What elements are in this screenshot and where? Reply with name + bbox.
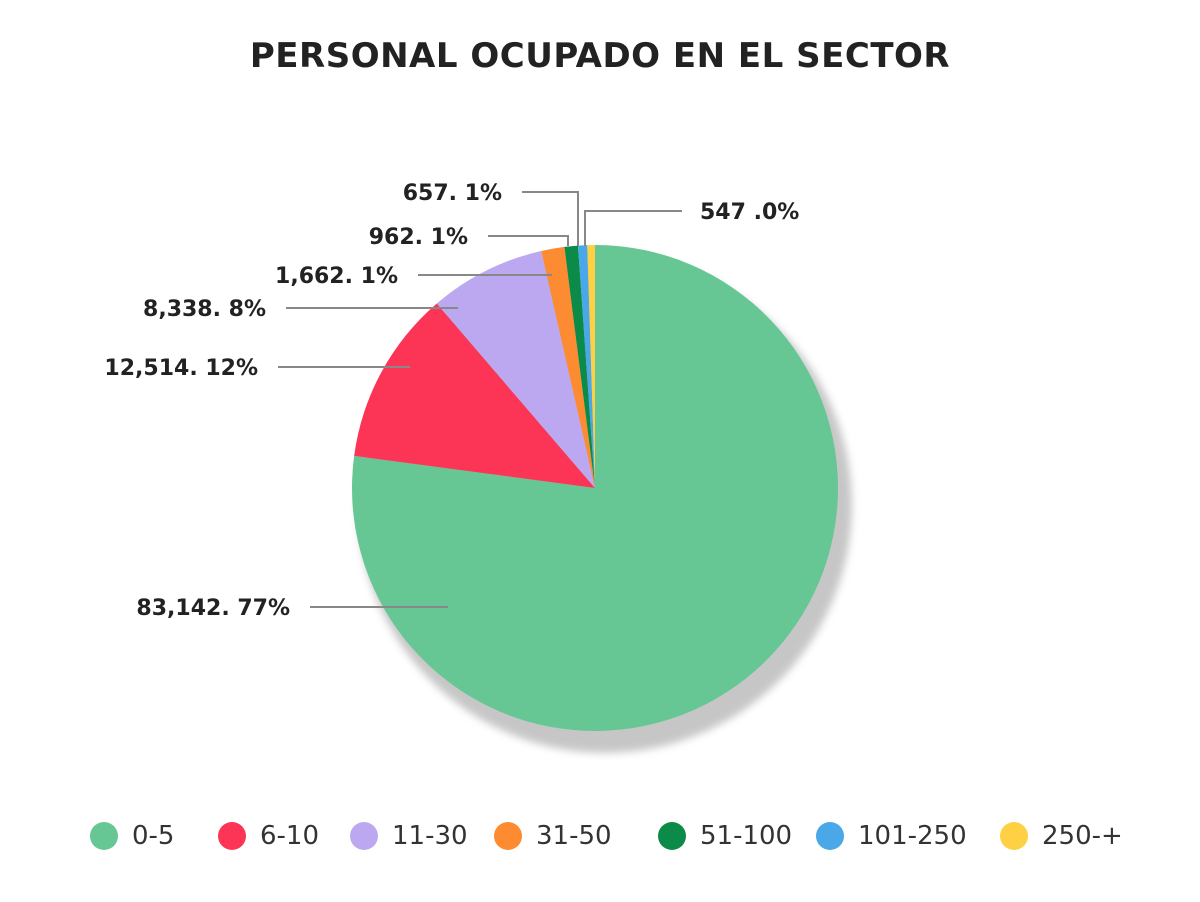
pie-slice-11-30 bbox=[436, 251, 595, 488]
legend-label: 51-100 bbox=[700, 821, 793, 851]
legend-label: 6-10 bbox=[260, 821, 320, 851]
chart-title: PERSONAL OCUPADO EN EL SECTOR bbox=[249, 36, 951, 76]
legend-item-6-10: 6-10 bbox=[218, 814, 319, 858]
data-label: 83,142. 77% bbox=[136, 596, 290, 621]
legend-swatch bbox=[658, 822, 686, 850]
data-label: 962. 1% bbox=[369, 225, 468, 250]
pie-slice-6-10 bbox=[354, 303, 595, 488]
leader-line bbox=[522, 191, 579, 246]
legend-label: 250-+ bbox=[1042, 821, 1123, 851]
legend: 0-5 6-10 11-30 31-50 51-100 101-250 250-… bbox=[0, 814, 1200, 858]
legend-swatch bbox=[90, 822, 118, 850]
leader-line bbox=[488, 235, 569, 246]
legend-item-101-250: 101-250 bbox=[816, 814, 967, 858]
data-label: 1,662. 1% bbox=[275, 264, 398, 289]
legend-swatch bbox=[350, 822, 378, 850]
legend-item-51-100: 51-100 bbox=[658, 814, 792, 858]
pie-slice-250-plus bbox=[587, 245, 595, 488]
legend-swatch bbox=[494, 822, 522, 850]
legend-item-31-50: 31-50 bbox=[494, 814, 612, 858]
data-label: 12,514. 12% bbox=[104, 356, 258, 381]
data-label: 547 .0% bbox=[700, 200, 799, 225]
legend-label: 101-250 bbox=[858, 821, 967, 851]
leader-line bbox=[584, 210, 682, 246]
legend-swatch bbox=[1000, 822, 1028, 850]
pie-slice-101-250 bbox=[577, 245, 595, 488]
pie-slice-31-50 bbox=[541, 246, 595, 488]
data-label: 8,338. 8% bbox=[143, 297, 266, 322]
legend-label: 11-30 bbox=[392, 821, 468, 851]
pie-slice-0-5 bbox=[352, 245, 838, 732]
legend-swatch bbox=[218, 822, 246, 850]
pie-slice-51-100 bbox=[564, 245, 595, 488]
legend-label: 31-50 bbox=[536, 821, 612, 851]
legend-item-11-30: 11-30 bbox=[350, 814, 468, 858]
data-label: 657. 1% bbox=[403, 181, 502, 206]
legend-item-0-5: 0-5 bbox=[90, 814, 174, 858]
legend-item-250-plus: 250-+ bbox=[1000, 814, 1123, 858]
legend-swatch bbox=[816, 822, 844, 850]
legend-label: 0-5 bbox=[132, 821, 175, 851]
